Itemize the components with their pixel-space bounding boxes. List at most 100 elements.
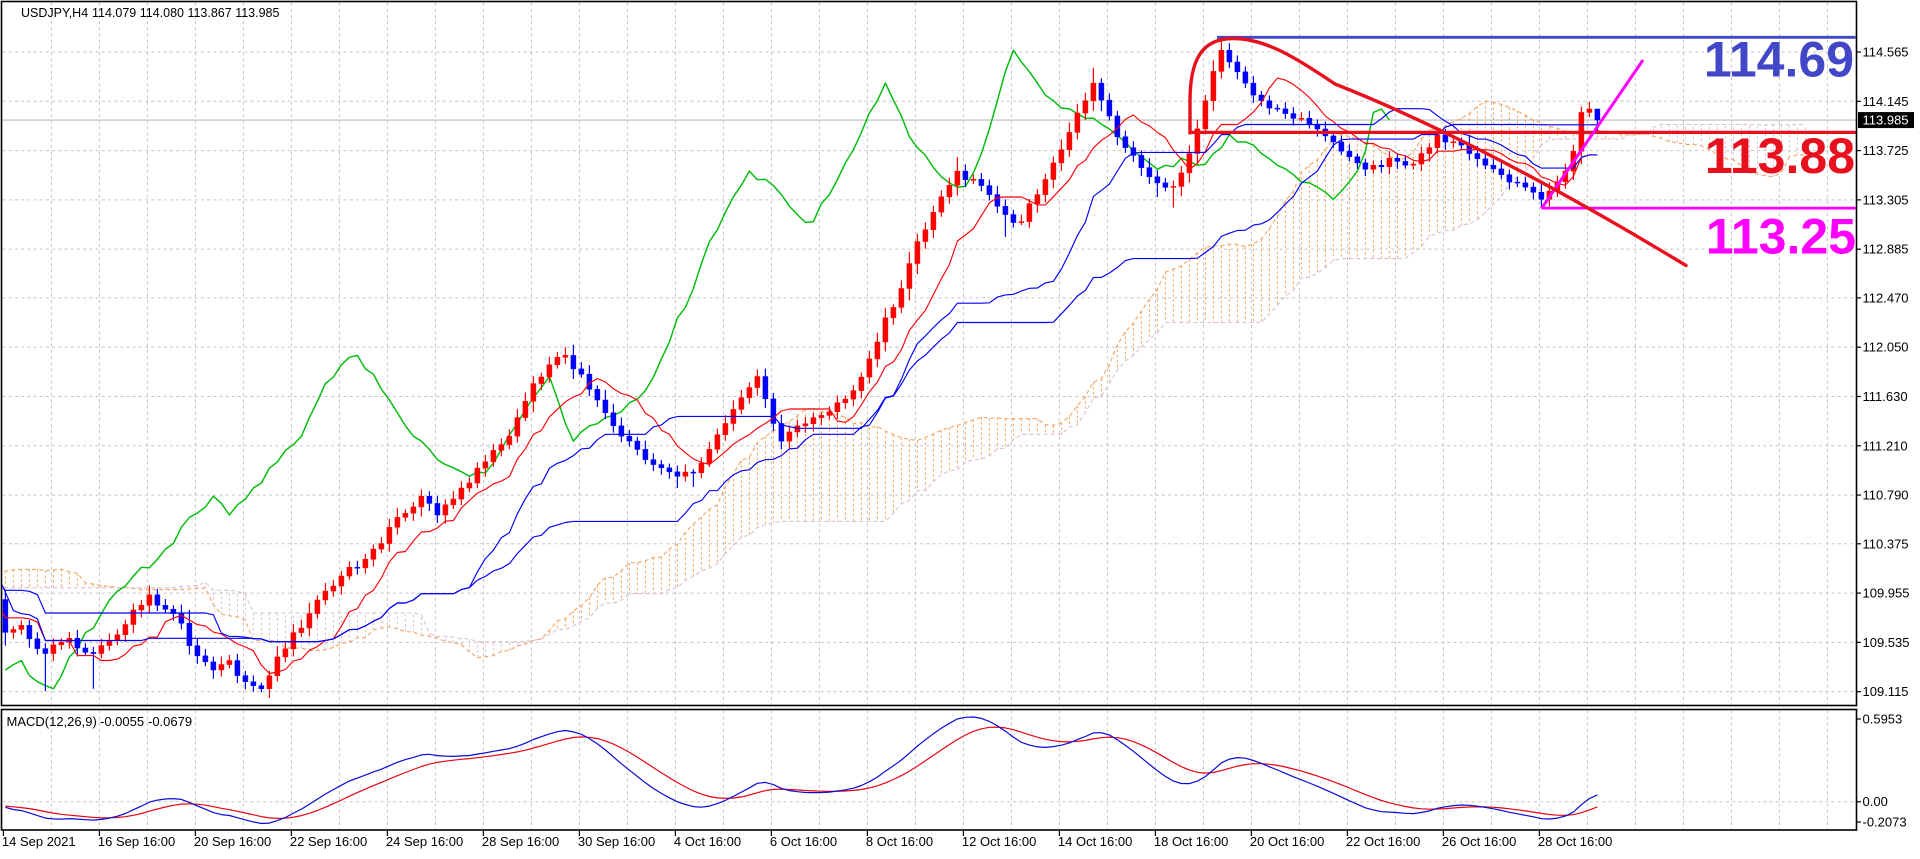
time-axis[interactable]: 14 Sep 2021 16 Sep 16:00 20 Sep 16:00 22 Se… xyxy=(2,830,1612,850)
candle-body-up xyxy=(714,434,721,450)
macd-curves xyxy=(2,716,1856,825)
candle-body-up xyxy=(922,229,929,242)
candle-body-up xyxy=(450,498,457,506)
resistance-level-label: 114.69 xyxy=(1704,32,1854,88)
candle-body-down xyxy=(434,503,441,516)
candle-body-up xyxy=(802,423,809,427)
main-price-pane[interactable] xyxy=(0,35,1856,698)
price-tick-label: 113.305 xyxy=(1863,192,1909,207)
candle-body-up xyxy=(1426,147,1433,154)
ichimoku-cloud xyxy=(2,100,1806,659)
candle-body-down xyxy=(690,471,697,474)
annotation-price-labels: 114.69 113.88 113.25 xyxy=(1704,32,1856,265)
candle-body-down xyxy=(1402,161,1409,166)
macd-main-line xyxy=(5,716,1598,825)
candle-body-down xyxy=(1250,82,1257,96)
candle-body-down xyxy=(594,389,601,401)
time-tick-label: 28 Sep 16:00 xyxy=(482,834,559,849)
candle-body-up xyxy=(386,526,393,544)
time-tick-label: 16 Sep 16:00 xyxy=(98,834,175,849)
macd-scale-min: -0.2073 xyxy=(1863,815,1907,830)
candle-body-down xyxy=(90,652,97,654)
candle-body-down xyxy=(1474,153,1481,160)
candle-body-up xyxy=(490,450,497,463)
candle-body-up xyxy=(1170,186,1177,188)
time-tick-label: 12 Oct 16:00 xyxy=(962,834,1036,849)
senkou-span-b-line xyxy=(2,123,1806,643)
candle-body-down xyxy=(426,495,433,504)
candle-body-down xyxy=(1162,182,1169,188)
candle-body-up xyxy=(1298,117,1305,120)
drawn-annotations xyxy=(1188,35,1856,268)
candle-body-up xyxy=(538,376,545,384)
candle-body-down xyxy=(1594,108,1601,121)
candle-body-down xyxy=(250,681,257,686)
candle-body-up xyxy=(466,482,473,489)
current-price-badge-label: 113.985 xyxy=(1863,113,1909,128)
candle-body-up xyxy=(282,648,289,658)
candle-body-down xyxy=(210,661,217,671)
symbol-period-label: USDJPY,H4 xyxy=(21,6,88,20)
candle-body-up xyxy=(530,383,537,402)
candle-body-down xyxy=(1378,165,1385,167)
candle-body-up xyxy=(938,196,945,213)
time-tick-label: 6 Oct 16:00 xyxy=(770,834,837,849)
macd-value-label: -0.0055 xyxy=(100,714,144,729)
candle-body-up xyxy=(18,625,25,630)
candle-body-up xyxy=(1082,100,1089,114)
candle-body-down xyxy=(658,464,665,469)
candle-body-up xyxy=(1050,162,1057,180)
candle-body-up xyxy=(874,341,881,360)
candle-body-down xyxy=(770,398,777,424)
candle-body-down xyxy=(570,355,577,370)
candle-body-up xyxy=(786,431,793,442)
candle-body-up xyxy=(482,461,489,469)
candle-body-down xyxy=(1442,134,1449,143)
candle-body-up xyxy=(298,627,305,633)
candle-body-down xyxy=(994,194,1001,207)
candle-body-up xyxy=(114,634,121,641)
price-tick-label: 112.050 xyxy=(1863,340,1909,355)
candle-body-up xyxy=(746,387,753,398)
macd-scale-max: 0.5953 xyxy=(1863,712,1903,727)
candle-body-down xyxy=(170,609,177,614)
candle-body-up xyxy=(50,644,57,654)
candle-body-up xyxy=(1370,165,1377,170)
candle-body-down xyxy=(2,599,9,633)
current-price-badge xyxy=(1858,112,1914,129)
kijun-sen-line xyxy=(2,108,1598,643)
candle-body-up xyxy=(914,241,921,264)
price-axis[interactable]: 0.5953 0.00 -0.2073 114.565 114.145 113.725 11… xyxy=(1856,45,1915,830)
candle-body-down xyxy=(1338,141,1345,152)
candle-body-up xyxy=(554,357,561,366)
candle-body-up xyxy=(850,390,857,400)
chikou-span-line xyxy=(4,49,1390,690)
ichimoku-chikou-line xyxy=(4,49,1390,690)
candle-body-down xyxy=(1138,155,1145,168)
candle-body-down xyxy=(578,368,585,375)
price-tick-label: 110.790 xyxy=(1863,488,1909,503)
candle-body-down xyxy=(1538,192,1545,200)
candle-body-down xyxy=(234,660,241,676)
candle-body-down xyxy=(1002,206,1009,215)
candle-body-down xyxy=(1522,182,1529,188)
candle-body-down xyxy=(1330,135,1337,143)
candle-body-down xyxy=(1498,168,1505,175)
candle-body-down xyxy=(650,459,657,465)
price-tick-label: 109.535 xyxy=(1863,635,1910,650)
candle-body-up xyxy=(330,585,337,592)
candle-body-up xyxy=(682,471,689,477)
candle-body-up xyxy=(1026,203,1033,222)
price-tick-label: 114.565 xyxy=(1863,45,1909,60)
candle-body-up xyxy=(122,624,129,635)
candle-body-up xyxy=(322,590,329,601)
candle-body-up xyxy=(722,423,729,435)
candle-body-down xyxy=(986,185,993,195)
grid-lines xyxy=(2,2,1856,829)
candle-body-down xyxy=(1274,107,1281,110)
candle-body-up xyxy=(266,675,273,689)
candle-body-up xyxy=(418,495,425,508)
price-tick-label: 111.210 xyxy=(1863,438,1908,453)
candle-body-down xyxy=(258,685,265,689)
